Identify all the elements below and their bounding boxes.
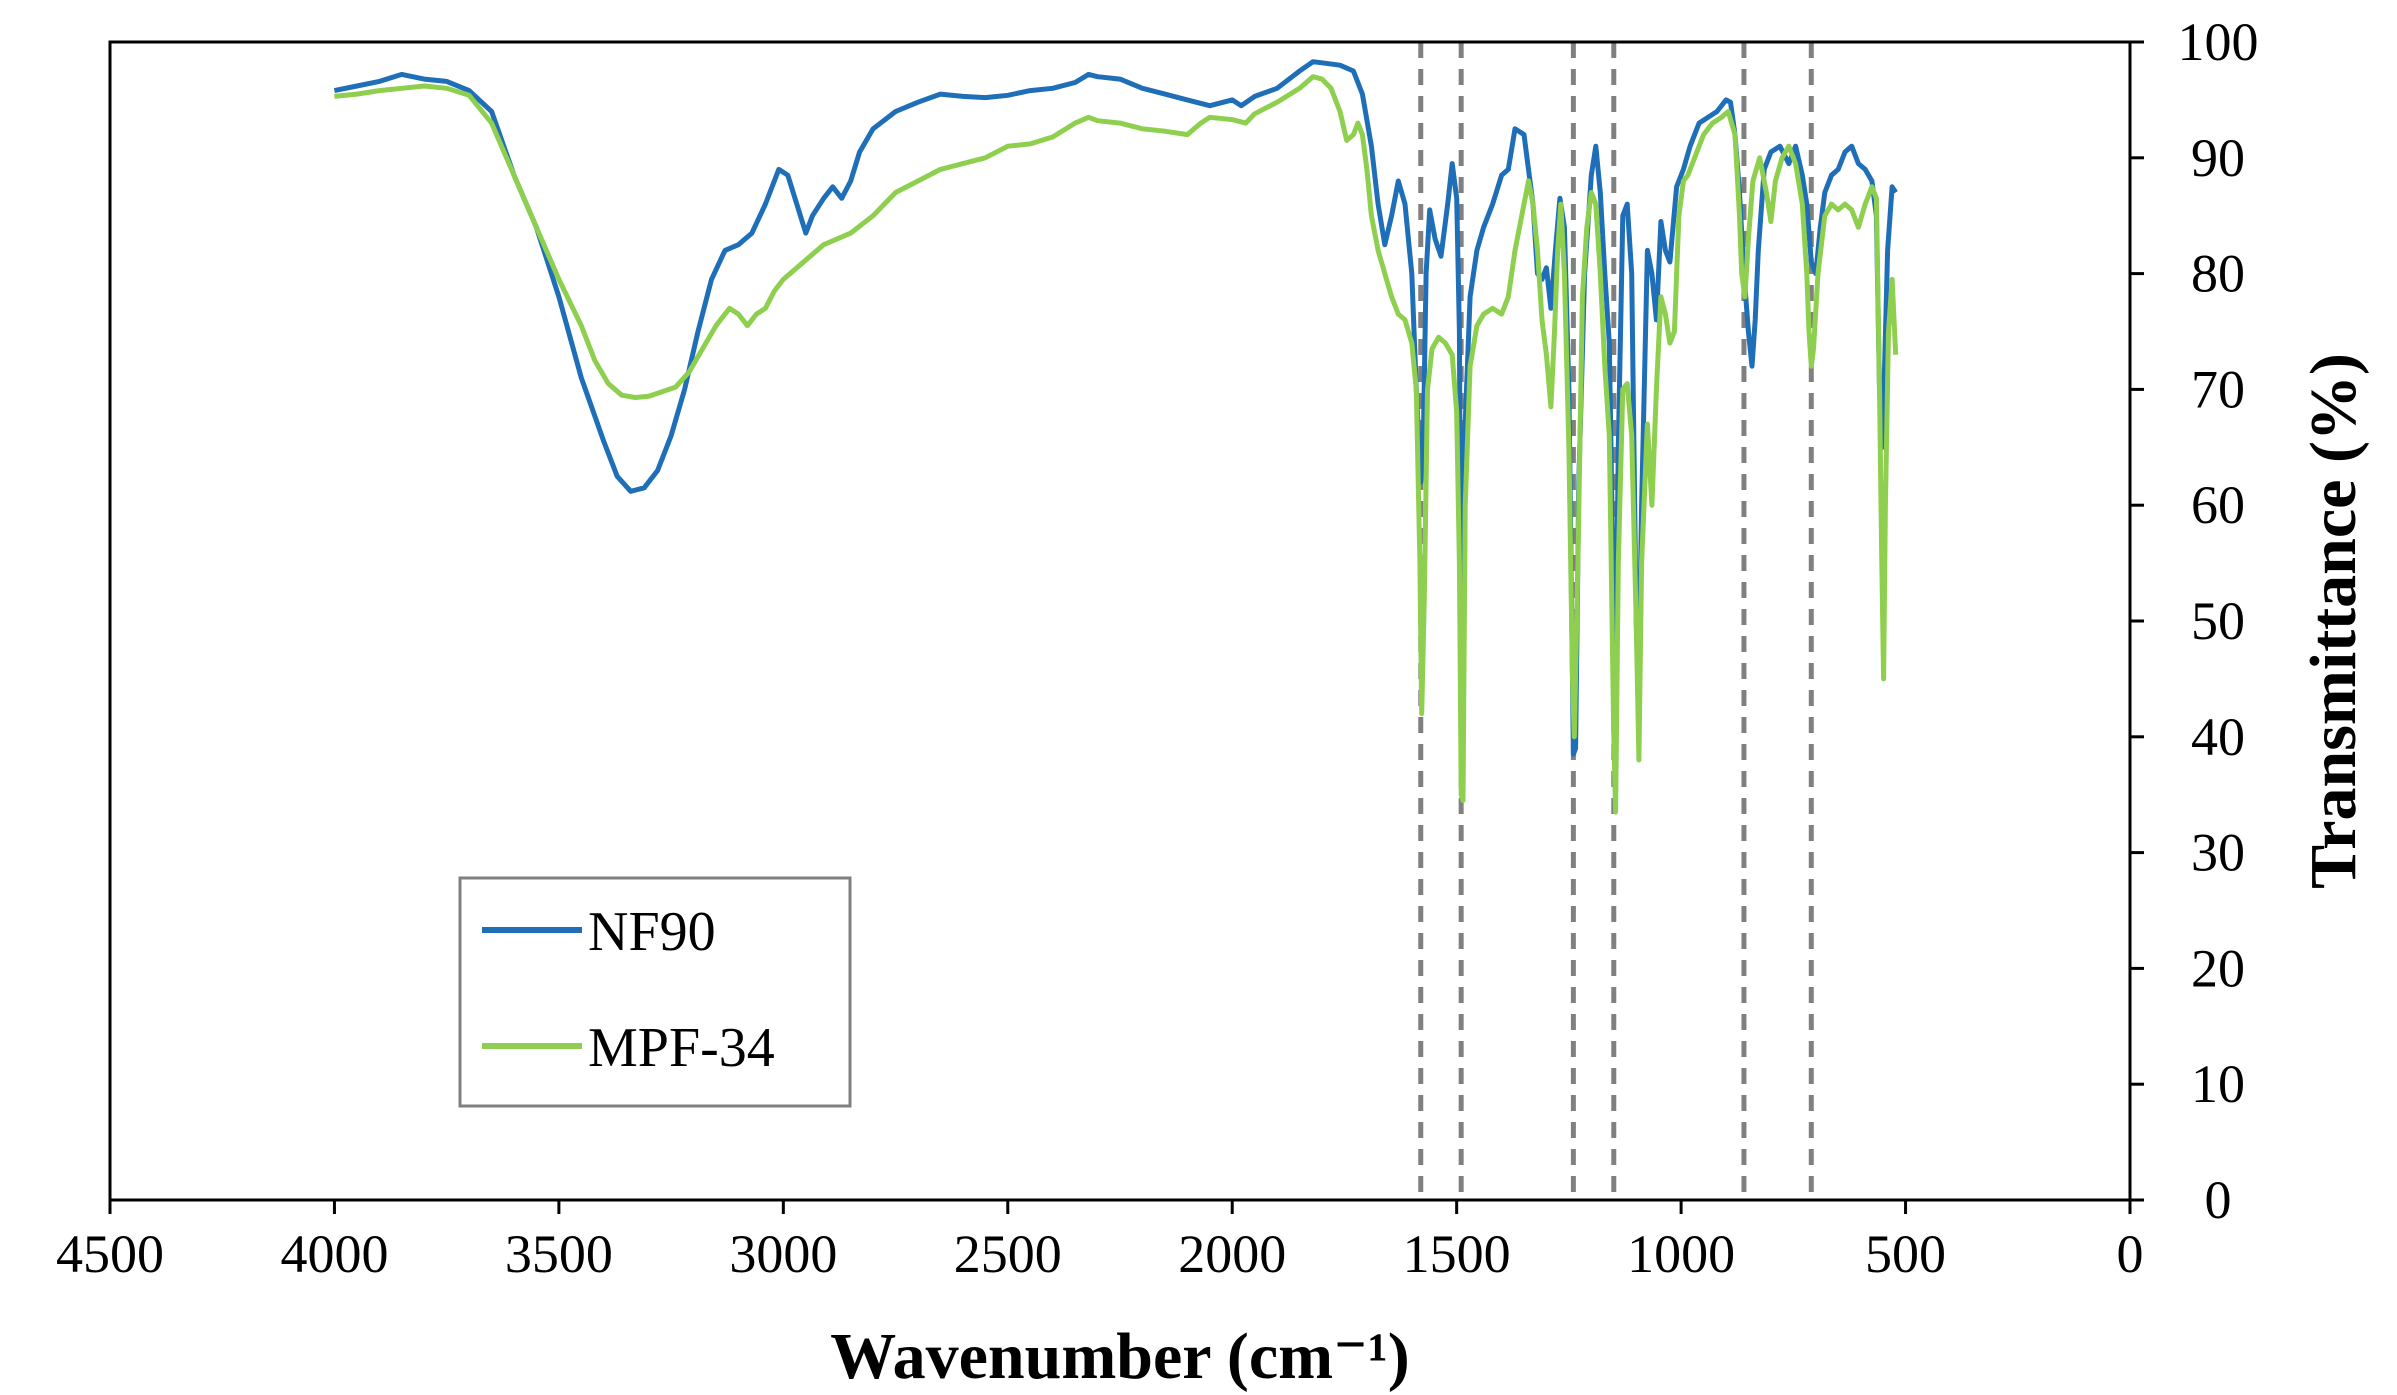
legend-box [458,876,852,1108]
x-axis-title: Wavenumber (cm⁻¹) [830,1320,1410,1393]
x-tick-label: 4000 [280,1224,388,1284]
x-tick-label: 2000 [1178,1224,1286,1284]
legend-label-nf90: NF90 [588,901,716,963]
y-axis-title: Transmittance (%) [2297,353,2370,889]
y-tick-label: 10 [2191,1054,2245,1114]
x-tick-label: 1500 [1403,1224,1511,1284]
legend: NF90 MPF-34 [458,876,852,1108]
y-axis-ticks: 0 10 20 30 40 50 60 70 80 90 100 [2130,12,2259,1230]
y-tick-label: 100 [2178,12,2259,72]
x-tick-label: 4500 [56,1224,164,1284]
y-tick-label: 40 [2191,707,2245,767]
y-tick-label: 30 [2191,823,2245,883]
y-tick-label: 0 [2205,1170,2232,1230]
y-tick-label: 50 [2191,591,2245,651]
series-line-nf90 [333,59,1898,757]
x-tick-label: 2500 [954,1224,1062,1284]
x-tick-label: 1000 [1627,1224,1735,1284]
x-tick-label: 3000 [729,1224,837,1284]
y-tick-label: 20 [2191,938,2245,998]
x-axis-ticks: 4500 4000 3500 3000 2500 2000 1500 1000 500 0 [56,1200,2144,1284]
y-tick-label: 90 [2191,128,2245,188]
x-tick-label: 0 [2117,1224,2144,1284]
y-tick-label: 70 [2191,359,2245,419]
y-tick-label: 80 [2191,244,2245,304]
y-tick-label: 60 [2191,475,2245,535]
x-tick-label: 3500 [505,1224,613,1284]
series-lines [333,59,1899,815]
legend-label-mpf-34: MPF-34 [588,1017,775,1079]
series-line-mpf-34 [334,74,1899,815]
x-tick-label: 500 [1865,1224,1946,1284]
